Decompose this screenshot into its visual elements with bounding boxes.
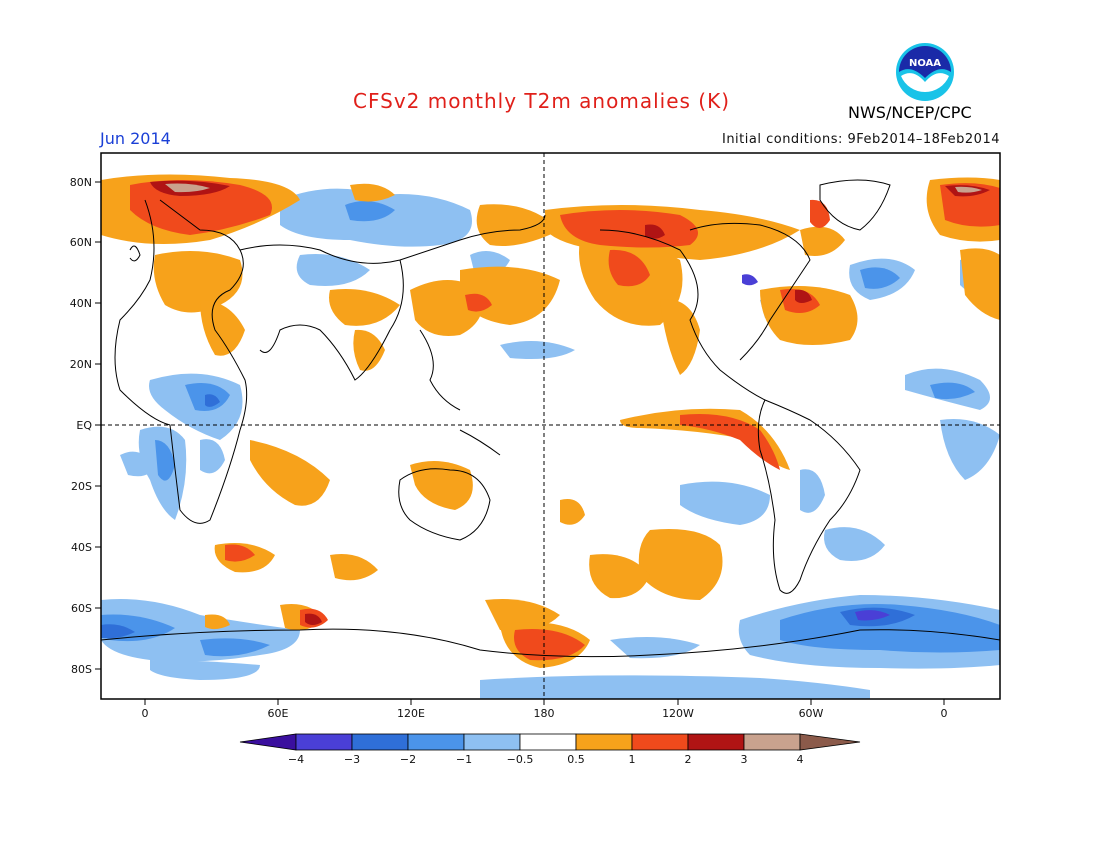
y-tick-80s: 80S bbox=[71, 663, 101, 676]
colorbar-cell-2 bbox=[351, 733, 409, 751]
y-tick-20s: 20S bbox=[71, 480, 101, 493]
colorbar-label: 3 bbox=[741, 753, 748, 766]
cool-anomaly-medium bbox=[101, 201, 1000, 657]
svg-text:0: 0 bbox=[142, 707, 149, 720]
y-tick-80n: 80N bbox=[70, 176, 101, 189]
x-tick-60w: 60W bbox=[799, 699, 824, 720]
colorbar-label: −1 bbox=[456, 753, 472, 766]
colorbar-label: −4 bbox=[288, 753, 304, 766]
colorbar-label: 2 bbox=[685, 753, 692, 766]
svg-text:80S: 80S bbox=[71, 663, 92, 676]
svg-text:120W: 120W bbox=[662, 707, 694, 720]
agency-label: NWS/NCEP/CPC bbox=[848, 103, 972, 122]
x-tick-180: 180 bbox=[534, 699, 555, 720]
colorbar-cell-9 bbox=[743, 733, 801, 751]
svg-text:60W: 60W bbox=[799, 707, 824, 720]
x-tick-0: 0 bbox=[142, 699, 149, 720]
warm-anomaly-extreme bbox=[165, 183, 982, 193]
colorbar-cell-1 bbox=[295, 733, 353, 751]
colorbar-cell-7 bbox=[631, 733, 689, 751]
anomaly-field bbox=[101, 153, 1000, 699]
forecast-month: Jun 2014 bbox=[100, 129, 171, 148]
cool-anomaly-very-strong bbox=[742, 274, 890, 621]
colorbar-cell-6 bbox=[575, 733, 633, 751]
y-tick-20n: 20N bbox=[70, 358, 101, 371]
svg-text:40S: 40S bbox=[71, 541, 92, 554]
y-axis: 80N 60N 40N 20N EQ 20S 40S 60S 80S bbox=[70, 176, 101, 676]
y-tick-60s: 60S bbox=[71, 602, 101, 615]
svg-text:NOAA: NOAA bbox=[909, 58, 941, 69]
x-tick-60e: 60E bbox=[268, 699, 289, 720]
y-tick-eq: EQ bbox=[76, 419, 101, 432]
svg-text:60S: 60S bbox=[71, 602, 92, 615]
y-tick-40s: 40S bbox=[71, 541, 101, 554]
map-title: CFSv2 monthly T2m anomalies (K) bbox=[353, 89, 730, 113]
colorbar-label: −3 bbox=[344, 753, 360, 766]
svg-text:40N: 40N bbox=[70, 297, 92, 310]
svg-text:20S: 20S bbox=[71, 480, 92, 493]
warm-anomaly-moderate bbox=[130, 180, 1000, 661]
svg-text:120E: 120E bbox=[397, 707, 425, 720]
svg-text:60N: 60N bbox=[70, 236, 92, 249]
colorbar-cell-5 bbox=[519, 733, 577, 751]
colorbar bbox=[239, 733, 861, 751]
y-tick-60n: 60N bbox=[70, 236, 101, 249]
colorbar-label: 0.5 bbox=[567, 753, 585, 766]
colorbar-label: 4 bbox=[797, 753, 804, 766]
svg-text:EQ: EQ bbox=[76, 419, 92, 432]
svg-text:180: 180 bbox=[534, 707, 555, 720]
svg-text:60E: 60E bbox=[268, 707, 289, 720]
x-tick-0-right: 0 bbox=[941, 699, 948, 720]
coastlines bbox=[101, 179, 1000, 658]
x-tick-120e: 120E bbox=[397, 699, 425, 720]
colorbar-cell-10 bbox=[799, 733, 861, 751]
svg-text:0: 0 bbox=[941, 707, 948, 720]
initial-conditions: Initial conditions: 9Feb2014–18Feb2014 bbox=[721, 132, 1000, 147]
colorbar-label: −0.5 bbox=[507, 753, 534, 766]
x-axis: 0 60E 120E 180 120W 60W 0 bbox=[142, 699, 948, 720]
colorbar-label: 1 bbox=[629, 753, 636, 766]
noaa-logo-icon: NOAA bbox=[896, 43, 954, 101]
x-tick-120w: 120W bbox=[662, 699, 694, 720]
svg-text:80N: 80N bbox=[70, 176, 92, 189]
colorbar-cell-3 bbox=[407, 733, 465, 751]
svg-text:20N: 20N bbox=[70, 358, 92, 371]
colorbar-cell-8 bbox=[687, 733, 745, 751]
colorbar-labels: −4 −3 −2 −1 −0.5 0.5 1 2 3 4 bbox=[288, 753, 804, 766]
map-frame bbox=[100, 152, 1001, 700]
y-tick-40n: 40N bbox=[70, 297, 101, 310]
colorbar-cell-0 bbox=[239, 733, 297, 751]
colorbar-cell-4 bbox=[463, 733, 521, 751]
colorbar-label: −2 bbox=[400, 753, 416, 766]
